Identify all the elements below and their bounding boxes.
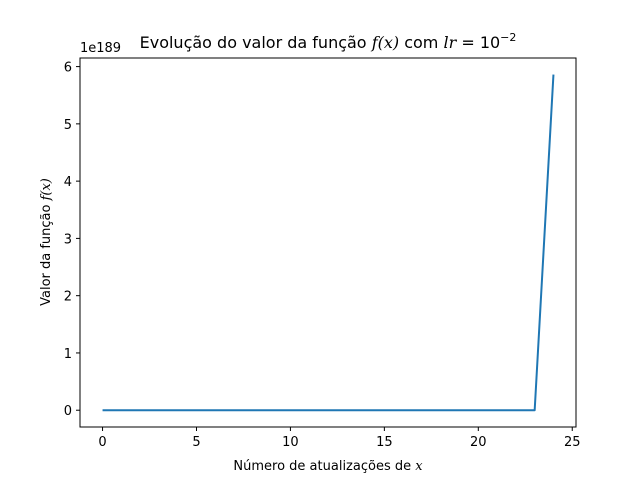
title-lr: lr bbox=[443, 33, 457, 52]
y-tick-label: 3 bbox=[64, 232, 72, 247]
y-axis-label-text: Valor da função bbox=[39, 200, 54, 306]
y-tick-label: 4 bbox=[64, 175, 72, 190]
axes-frame bbox=[79, 57, 577, 428]
x-axis-label: Número de atualizações de x bbox=[233, 459, 423, 474]
title-mid: com bbox=[399, 33, 443, 52]
y-tick-label: 0 bbox=[64, 404, 72, 419]
title-exponent: −2 bbox=[500, 31, 516, 44]
x-tick-label: 15 bbox=[376, 435, 393, 450]
y-axis-label-var: f(x) bbox=[39, 178, 54, 201]
x-axis-label-var: x bbox=[415, 459, 423, 474]
x-tick-label: 25 bbox=[564, 435, 581, 450]
x-tick-label: 20 bbox=[470, 435, 487, 450]
x-axis-label-text: Número de atualizações de bbox=[233, 459, 415, 474]
x-tick-label: 10 bbox=[282, 435, 299, 450]
y-ticks: 0 1 2 3 4 5 6 bbox=[64, 61, 80, 419]
y-tick-label: 5 bbox=[64, 118, 72, 133]
x-ticks: 0 5 10 15 20 25 bbox=[98, 427, 581, 450]
x-tick-label: 5 bbox=[192, 435, 200, 450]
y-axis-label: Valor da função f(x) bbox=[39, 178, 54, 306]
series-line bbox=[102, 74, 555, 412]
x-tick-label: 0 bbox=[98, 435, 106, 450]
y-tick-label: 6 bbox=[64, 61, 72, 76]
title-fx: f(x) bbox=[371, 33, 399, 52]
y-tick-label: 1 bbox=[64, 347, 72, 362]
y-tick-label: 2 bbox=[64, 290, 72, 305]
title-prefix: Evolução do valor da função bbox=[140, 33, 372, 52]
chart-title: Evolução do valor da função f(x) com lr … bbox=[140, 31, 517, 52]
series-group bbox=[102, 74, 555, 412]
title-eq: = 10 bbox=[456, 33, 500, 52]
y-offset-label: 1e189 bbox=[80, 41, 121, 56]
